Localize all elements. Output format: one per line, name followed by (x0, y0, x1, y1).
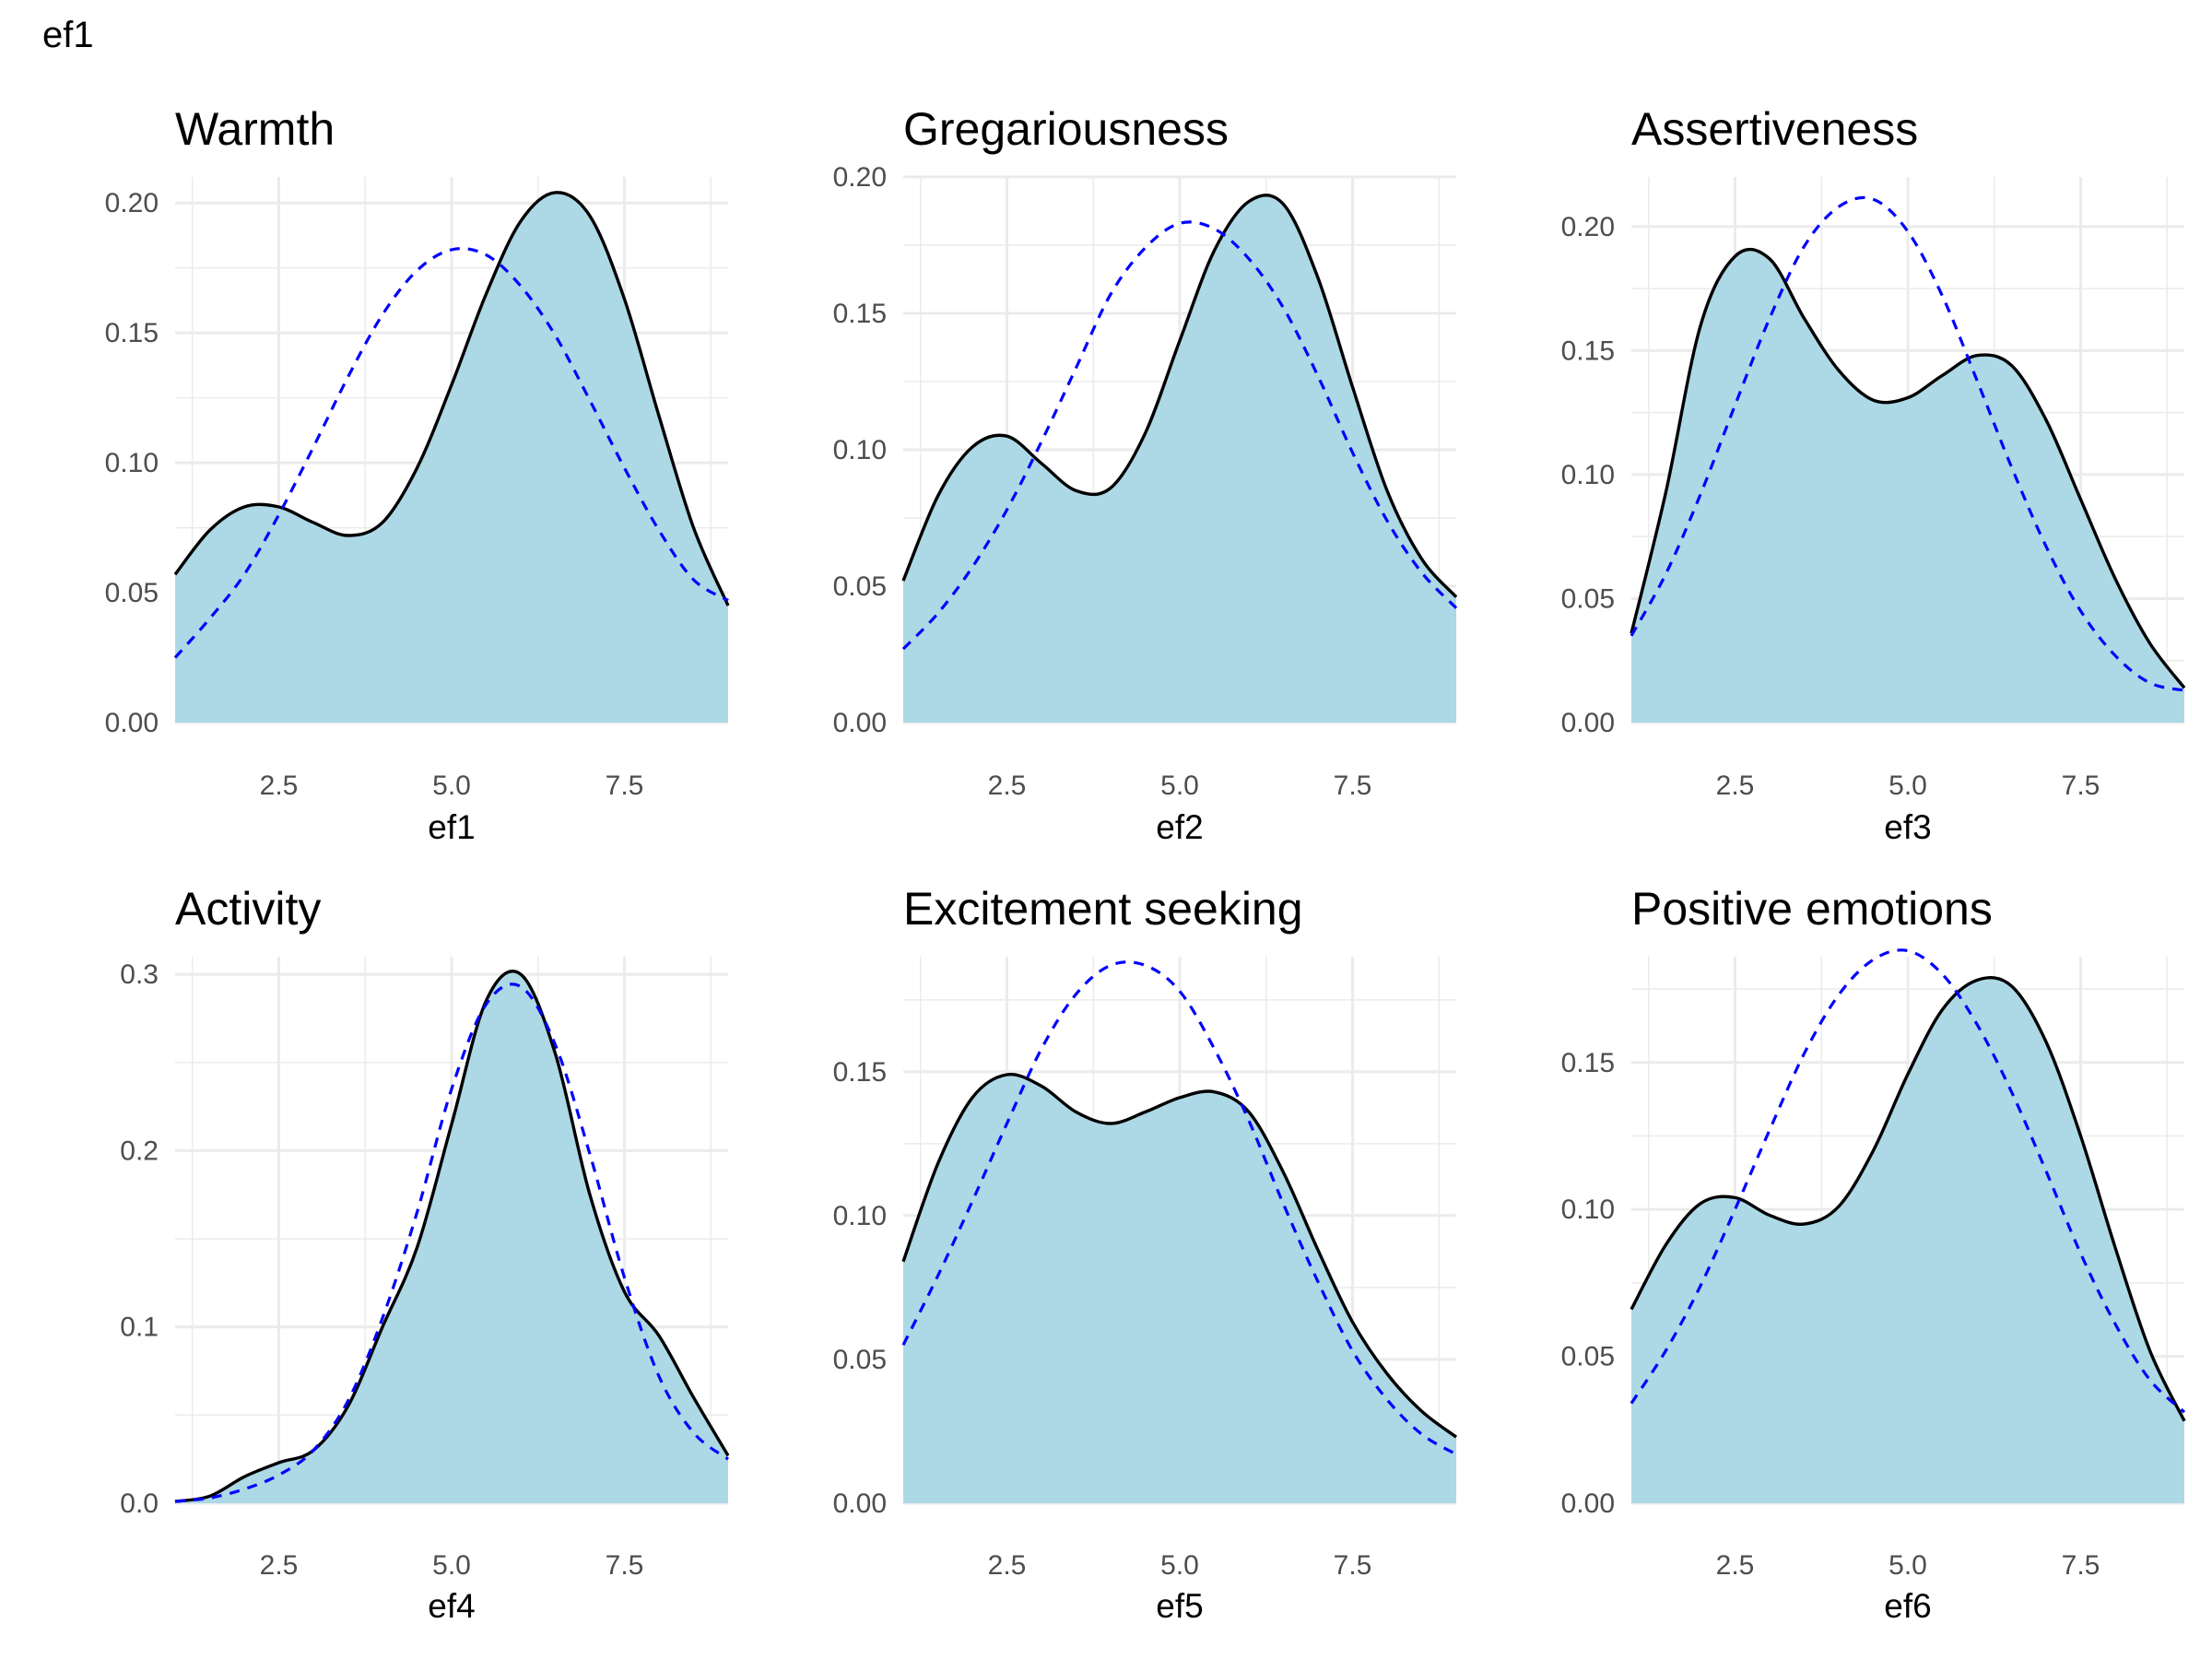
density-area (1631, 977, 2184, 1503)
y-tick-label: 0.10 (1561, 1194, 1615, 1225)
density-line (1630, 247, 2186, 689)
x-tick-label: 2.5 (988, 1550, 1027, 1581)
x-tick-label: 7.5 (2062, 771, 2100, 801)
y-tick-label: 0.15 (1561, 335, 1615, 366)
y-tick-label: 0.20 (833, 162, 887, 193)
density-panel: Excitement seeking 0.00 0.05 0.10 0.15 2.5 5.0… (833, 883, 1458, 1625)
normal-curve-line (901, 220, 1458, 651)
x-axis-label: ef5 (1156, 1587, 1203, 1625)
y-tick-label: 0.00 (833, 708, 887, 738)
y-tick-label: 0.2 (120, 1135, 159, 1166)
y-tick-label: 0.10 (105, 448, 159, 478)
normal-curve-line (901, 960, 1457, 1456)
y-tick-label: 0.00 (105, 708, 159, 738)
y-tick-label: 0.05 (833, 571, 887, 602)
x-tick-label: 5.0 (1888, 771, 1927, 801)
density-area (175, 971, 728, 1503)
density-area (903, 1074, 1456, 1503)
x-axis-label: ef2 (1156, 808, 1203, 846)
density-panel: Activity 0.0 0.1 0.2 0.3 2.5 5.0 7.5 ef4 (120, 883, 730, 1625)
density-line (901, 194, 1458, 598)
y-tick-label: 0.05 (833, 1345, 887, 1375)
panel-title: Excitement seeking (903, 883, 1303, 935)
density-line (901, 1072, 1458, 1439)
normal-curve-line (1630, 195, 2185, 692)
y-tick-label: 0.00 (1561, 708, 1615, 738)
panel-title: Activity (175, 883, 321, 935)
x-tick-label: 2.5 (1716, 1550, 1755, 1581)
normal-curve-line (173, 247, 729, 659)
x-tick-label: 7.5 (606, 771, 644, 801)
x-tick-label: 2.5 (260, 1550, 299, 1581)
x-axis-label: ef1 (428, 808, 475, 846)
x-tick-label: 5.0 (432, 1550, 471, 1581)
panel-title: Gregariousness (903, 103, 1229, 155)
x-tick-label: 7.5 (1334, 1550, 1372, 1581)
panel-title: Positive emotions (1631, 883, 1993, 935)
x-tick-label: 5.0 (1160, 1550, 1199, 1581)
y-tick-label: 0.0 (120, 1488, 159, 1519)
x-tick-label: 7.5 (2062, 1550, 2100, 1581)
x-tick-label: 2.5 (988, 771, 1027, 801)
y-tick-label: 0.10 (833, 435, 887, 465)
x-tick-label: 7.5 (606, 1550, 644, 1581)
y-tick-label: 0.15 (833, 1057, 887, 1088)
y-tick-label: 0.00 (1561, 1488, 1615, 1519)
y-tick-label: 0.1 (120, 1312, 159, 1343)
normal-curve-line (174, 982, 729, 1503)
y-tick-label: 0.10 (833, 1201, 887, 1231)
y-tick-label: 0.05 (105, 578, 159, 608)
page-title: ef1 (42, 15, 94, 55)
y-tick-label: 0.00 (833, 1488, 887, 1519)
y-tick-label: 0.15 (1561, 1048, 1615, 1078)
y-tick-label: 0.15 (105, 318, 159, 348)
y-tick-label: 0.05 (1561, 583, 1615, 614)
density-line (1630, 976, 2186, 1422)
density-line (174, 970, 730, 1503)
x-tick-label: 5.0 (1888, 1550, 1927, 1581)
density-line (173, 191, 730, 606)
x-tick-label: 2.5 (260, 771, 299, 801)
panel-title: Warmth (175, 103, 335, 155)
panel-title: Assertiveness (1631, 103, 1918, 155)
density-area (903, 194, 1456, 723)
x-tick-label: 2.5 (1716, 771, 1755, 801)
density-panel: Warmth 0.00 0.05 0.10 0.15 0.20 2.5 5.0 7.5 ef1 (105, 103, 730, 846)
x-tick-label: 7.5 (1334, 771, 1372, 801)
x-axis-label: ef6 (1884, 1587, 1931, 1625)
x-tick-label: 5.0 (1160, 771, 1199, 801)
density-panel: Assertiveness 0.00 0.05 0.10 0.15 0.20 2.5 5.0 7… (1561, 103, 2186, 846)
y-tick-label: 0.3 (120, 959, 159, 990)
density-panel: Positive emotions 0.00 0.05 0.10 0.15 2.5 5.0 7… (1561, 883, 2186, 1625)
y-tick-label: 0.20 (105, 188, 159, 218)
y-tick-label: 0.20 (1561, 212, 1615, 242)
density-panel: Gregariousness 0.00 0.05 0.10 0.15 0.20 2.5 5.0… (833, 103, 1458, 846)
y-tick-label: 0.05 (1561, 1342, 1615, 1372)
density-area (175, 192, 728, 724)
density-area (1631, 249, 2184, 723)
y-tick-label: 0.10 (1561, 460, 1615, 490)
x-axis-label: ef3 (1884, 808, 1931, 846)
x-axis-label: ef4 (428, 1587, 475, 1625)
y-tick-label: 0.15 (833, 299, 887, 329)
normal-curve-line (1630, 948, 2186, 1414)
x-tick-label: 5.0 (432, 771, 471, 801)
